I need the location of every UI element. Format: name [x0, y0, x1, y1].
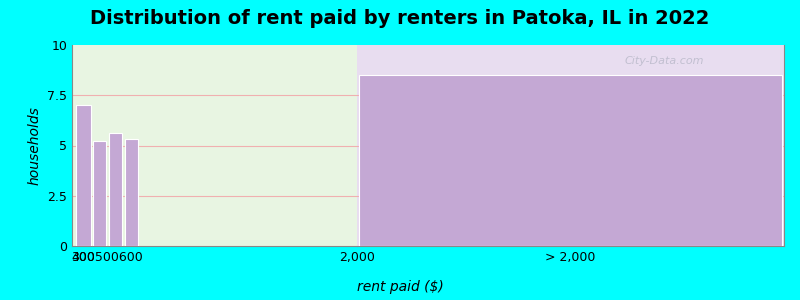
- Bar: [76, 105, 91, 246]
- Text: rent paid ($): rent paid ($): [357, 280, 443, 294]
- Bar: [125, 140, 138, 246]
- Y-axis label: households: households: [27, 106, 42, 185]
- Text: City-Data.com: City-Data.com: [625, 56, 704, 66]
- Bar: [93, 142, 106, 246]
- Bar: [109, 134, 122, 246]
- Bar: [359, 75, 782, 246]
- Text: Distribution of rent paid by renters in Patoka, IL in 2022: Distribution of rent paid by renters in …: [90, 9, 710, 28]
